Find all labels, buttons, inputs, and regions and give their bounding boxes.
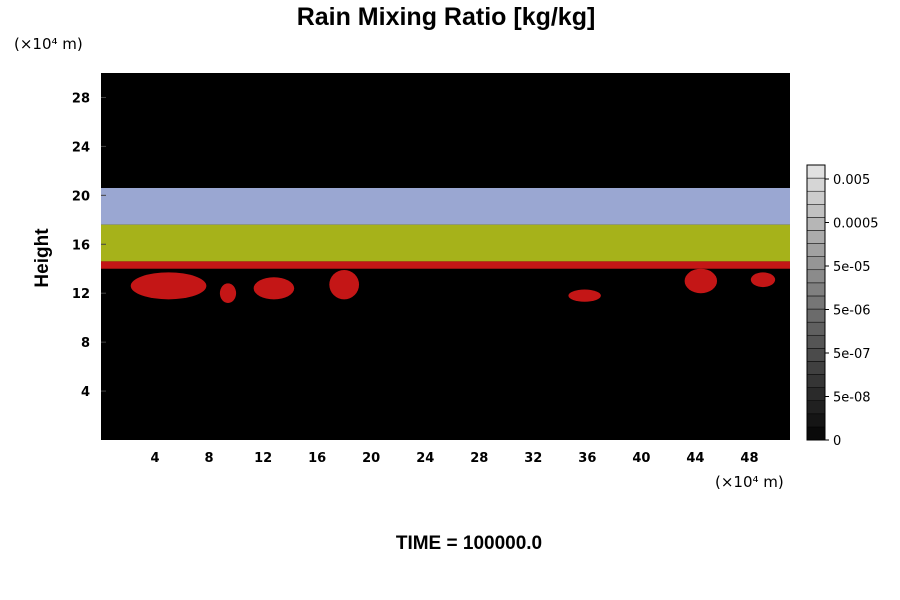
colorbar-step — [806, 282, 826, 297]
y-tick-label: 4 — [81, 385, 90, 400]
rain-blob-2 — [253, 277, 295, 300]
y-axis-unit: (×10⁴ m) — [14, 35, 83, 53]
colorbar-step — [806, 374, 826, 388]
colorbar-step — [806, 217, 826, 231]
colorbar-step — [806, 190, 826, 205]
x-tick-label: 20 — [362, 451, 380, 466]
colorbar-tick-label: 0.0005 — [833, 217, 879, 232]
rain-blob-1 — [219, 283, 237, 303]
colorbar-tick-label: 0 — [833, 434, 841, 449]
blobs-group — [130, 268, 776, 303]
x-tick-label: 44 — [686, 451, 704, 466]
x-tick-label: 24 — [416, 451, 434, 466]
colorbar-step — [806, 426, 826, 441]
x-tick-label: 12 — [254, 451, 272, 466]
layer-band-2 — [101, 261, 790, 269]
colorbar-step — [806, 204, 826, 218]
colorbar-step — [806, 164, 826, 179]
colorbar-step — [806, 387, 826, 401]
rain-blob-0 — [130, 272, 207, 300]
y-tick-label: 28 — [72, 91, 90, 106]
colorbar-tick-label: 0.005 — [833, 173, 870, 188]
y-axis-label: Height — [32, 228, 53, 288]
time-label: TIME = 100000.0 — [396, 533, 542, 554]
y-tick-label: 20 — [72, 189, 90, 204]
colorbar-step — [806, 177, 826, 192]
layer-band-1 — [101, 224, 790, 262]
y-ticks: 4 8 12 16 20 24 28 — [72, 91, 106, 400]
x-tick-label: 40 — [632, 451, 650, 466]
y-tick-label: 8 — [81, 336, 90, 351]
layers-group — [101, 187, 790, 269]
plot-area — [101, 73, 790, 440]
x-tick-label: 48 — [740, 451, 758, 466]
colorbar-tick-label: 5e-06 — [833, 304, 871, 319]
colorbar-step — [806, 269, 826, 284]
colorbar-tick-label: 5e-05 — [833, 260, 871, 275]
colorbar-step — [806, 413, 826, 428]
colorbar: 0 5e-08 5e-07 5e-06 5e-05 0.0005 0.005 — [806, 164, 879, 449]
x-tick-label: 16 — [308, 451, 326, 466]
colorbar-step — [806, 348, 826, 362]
rain-blob-4 — [568, 289, 601, 302]
rain-blob-6 — [750, 272, 776, 288]
x-tick-label: 36 — [578, 451, 596, 466]
y-tick-label: 24 — [72, 140, 90, 155]
y-tick-label: 16 — [72, 238, 90, 253]
x-tick-label: 4 — [151, 451, 160, 466]
x-ticks: 4 8 12 16 20 24 28 32 36 40 44 48 — [151, 436, 759, 466]
colorbar-tick-label: 5e-07 — [833, 347, 871, 362]
colorbar-step — [806, 256, 826, 271]
colorbar-tick-label: 5e-08 — [833, 391, 871, 406]
colorbar-step — [806, 295, 826, 310]
colorbar-step — [806, 400, 826, 415]
chart-title: Rain Mixing Ratio [kg/kg] — [297, 3, 596, 31]
x-tick-label: 28 — [470, 451, 488, 466]
colorbar-step — [806, 361, 826, 375]
colorbar-step — [806, 243, 826, 257]
colorbar-step — [806, 308, 826, 323]
rain-blob-3 — [329, 269, 360, 300]
rain-blob-5 — [684, 268, 718, 294]
colorbar-step — [806, 334, 826, 349]
x-tick-label: 32 — [524, 451, 542, 466]
x-axis-unit: (×10⁴ m) — [715, 473, 784, 491]
colorbar-step — [806, 230, 826, 244]
colorbar-frame — [806, 164, 826, 441]
colorbar-step — [806, 321, 826, 336]
layer-band-0 — [101, 187, 790, 225]
y-tick-label: 12 — [72, 287, 90, 302]
x-tick-label: 8 — [205, 451, 214, 466]
